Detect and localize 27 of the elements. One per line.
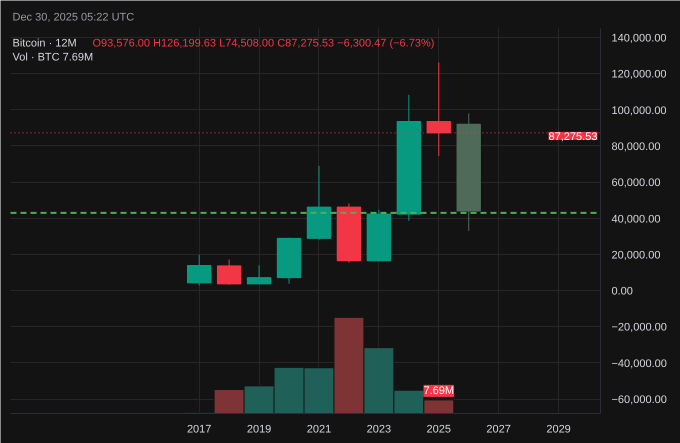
y-tick-label: 120,000.00	[612, 68, 667, 81]
candlestick	[216, 259, 242, 286]
candlestick	[246, 264, 272, 285]
y-tick-label: 0.00	[612, 286, 633, 298]
y-tick-label: −20,000.00	[612, 322, 667, 334]
y-tick-label: 140,000.00	[612, 32, 667, 45]
x-tick-label: 2017	[186, 424, 212, 436]
x-tick-label: 2021	[306, 424, 332, 436]
text: Bitcoin · 12M	[12, 38, 77, 50]
y-tick-label: −60,000.00	[612, 394, 667, 406]
y-tick-label: 80,000.00	[612, 140, 660, 153]
x-tick-label: 2027	[486, 424, 511, 436]
x-tick-label: 2019	[246, 424, 272, 436]
y-tick-label: 60,000.00	[612, 177, 660, 190]
y-tick-label: 100,000.00	[612, 104, 667, 117]
data-label: 7.69M	[423, 384, 454, 397]
candlestick	[187, 254, 212, 286]
x-tick-label: 2029	[546, 424, 571, 436]
y-tick-label: 40,000.00	[612, 213, 660, 226]
annotation: Vol · BTC 7.69M	[12, 52, 94, 64]
y-tick-label: −40,000.00	[612, 358, 667, 370]
ref-line-label: 87,275.53	[548, 130, 598, 143]
x-tick-label: 2025	[426, 424, 452, 436]
text: Dec 30, 2025 05:22 UTC	[12, 12, 134, 24]
y-tick-label: 20,000.00	[612, 249, 660, 262]
annotation: O93,576.00 H126,199.63 L74,508.00 C87,275.53 −6,300.47 (−6.73%)	[92, 38, 434, 50]
x-tick-label: 2023	[366, 424, 392, 436]
